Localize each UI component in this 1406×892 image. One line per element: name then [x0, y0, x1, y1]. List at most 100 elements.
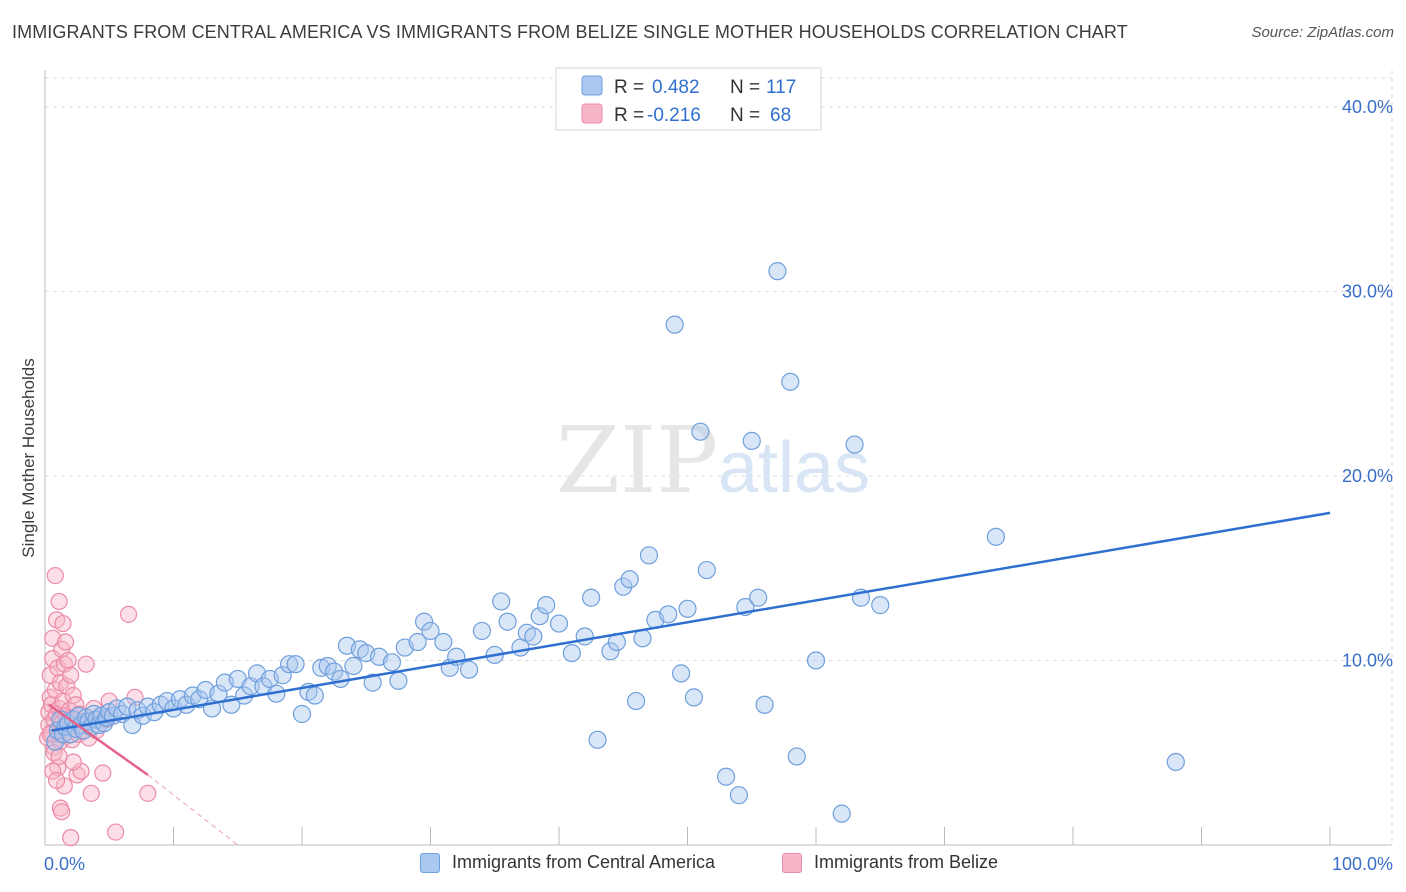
trend-line-central-america: [51, 511, 1331, 732]
point-belize: [54, 614, 72, 633]
point-central-america: [659, 605, 678, 624]
legend-r-label-2: R =: [614, 105, 644, 126]
point-central-america: [755, 695, 774, 714]
point-belize: [44, 629, 62, 647]
legend-n-value-1: 117: [766, 77, 796, 98]
point-central-america: [749, 588, 768, 607]
point-central-america: [273, 666, 292, 685]
point-central-america: [434, 632, 453, 652]
point-central-america: [292, 704, 312, 724]
point-central-america: [472, 621, 491, 641]
y-tick-label: 20.0%: [1342, 466, 1393, 486]
point-central-america: [492, 592, 511, 611]
legend-n-value-2: 68: [770, 105, 791, 126]
legend-item-central-america: Immigrants from Central America: [420, 852, 715, 873]
point-belize: [56, 633, 75, 651]
point-central-america: [729, 786, 749, 805]
point-belize: [47, 771, 66, 790]
point-central-america: [986, 527, 1006, 546]
point-central-america: [421, 621, 440, 641]
point-central-america: [389, 671, 408, 690]
point-belize: [44, 762, 62, 780]
legend-item-belize: Immigrants from Belize: [782, 852, 998, 873]
point-central-america: [498, 612, 517, 631]
point-central-america: [742, 431, 761, 450]
point-central-america: [620, 570, 639, 589]
point-central-america: [781, 372, 800, 391]
legend-n-label-1: N =: [730, 77, 760, 98]
data-points: [38, 262, 1185, 847]
point-belize: [50, 747, 68, 766]
y-axis-label: Single Mother Households: [19, 358, 38, 557]
point-belize: [62, 666, 80, 684]
point-belize: [94, 764, 112, 782]
point-central-america: [537, 596, 556, 615]
legend-stats: R = 0.482 N = 117 R = -0.216 N = 68: [555, 67, 822, 131]
trend-line-belize-extension: [147, 774, 239, 846]
legend-label-belize: Immigrants from Belize: [814, 852, 999, 872]
point-central-america: [530, 607, 549, 626]
point-central-america: [408, 632, 427, 652]
point-central-america: [562, 643, 581, 663]
legend-blue-swatch: [581, 75, 603, 96]
point-central-america: [588, 730, 607, 749]
point-central-america: [118, 697, 137, 716]
point-belize: [58, 677, 76, 695]
point-belize: [53, 803, 71, 821]
watermark: ZIP atlas: [556, 407, 870, 514]
point-central-america: [414, 612, 434, 631]
point-central-america: [665, 315, 684, 334]
trend-line-belize: [48, 703, 149, 776]
trend-lines: [48, 511, 1331, 846]
point-central-america: [524, 627, 543, 646]
point-central-america: [280, 655, 299, 674]
legend-swatch-blue: [420, 852, 440, 873]
legend-r-value-2: -0.216: [647, 105, 701, 126]
point-central-america: [601, 642, 620, 661]
point-belize: [67, 696, 85, 714]
legend-swatch-pink: [782, 852, 802, 873]
point-central-america: [614, 577, 633, 596]
y-tick-label: 10.0%: [1342, 650, 1393, 670]
point-central-america: [549, 614, 569, 633]
point-central-america: [633, 629, 652, 648]
legend-label-central-america: Immigrants from Central America: [452, 852, 716, 872]
point-central-america: [678, 599, 697, 618]
x-tick-label-min: 0.0%: [44, 854, 85, 874]
point-central-america: [806, 651, 826, 670]
point-central-america: [871, 596, 890, 615]
point-central-america: [286, 655, 305, 674]
point-central-america: [582, 588, 601, 607]
point-central-america: [331, 669, 350, 689]
point-central-america: [382, 653, 402, 672]
point-central-america: [575, 627, 594, 646]
point-central-america: [697, 560, 716, 580]
point-central-america: [1166, 752, 1185, 772]
point-central-america: [671, 664, 691, 683]
chart-title: IMMIGRANTS FROM CENTRAL AMERICA VS IMMIG…: [12, 22, 1128, 42]
point-belize: [46, 566, 64, 585]
point-central-america: [305, 686, 324, 705]
source-credit: Source: ZipAtlas.com: [1251, 24, 1394, 41]
point-belize: [82, 784, 100, 802]
legend-series: Immigrants from Central America Immigran…: [0, 852, 1406, 880]
legend-r-value-1: 0.482: [652, 77, 700, 98]
point-central-america: [344, 656, 363, 676]
y-tick-label: 40.0%: [1342, 97, 1393, 117]
point-central-america: [459, 660, 479, 679]
point-central-america: [639, 546, 659, 565]
point-central-america: [832, 804, 851, 823]
legend-n-label-2: N =: [730, 105, 760, 126]
point-belize: [119, 605, 138, 623]
legend-pink-swatch: [581, 103, 603, 124]
point-belize: [62, 829, 80, 847]
x-tick-label-max: 100.0%: [1332, 854, 1393, 874]
point-central-america: [768, 262, 787, 281]
point-central-america: [325, 662, 344, 681]
point-central-america: [363, 673, 382, 692]
point-central-america: [845, 435, 864, 454]
point-central-america: [626, 691, 646, 711]
point-central-america: [716, 767, 736, 786]
point-belize: [50, 592, 68, 611]
